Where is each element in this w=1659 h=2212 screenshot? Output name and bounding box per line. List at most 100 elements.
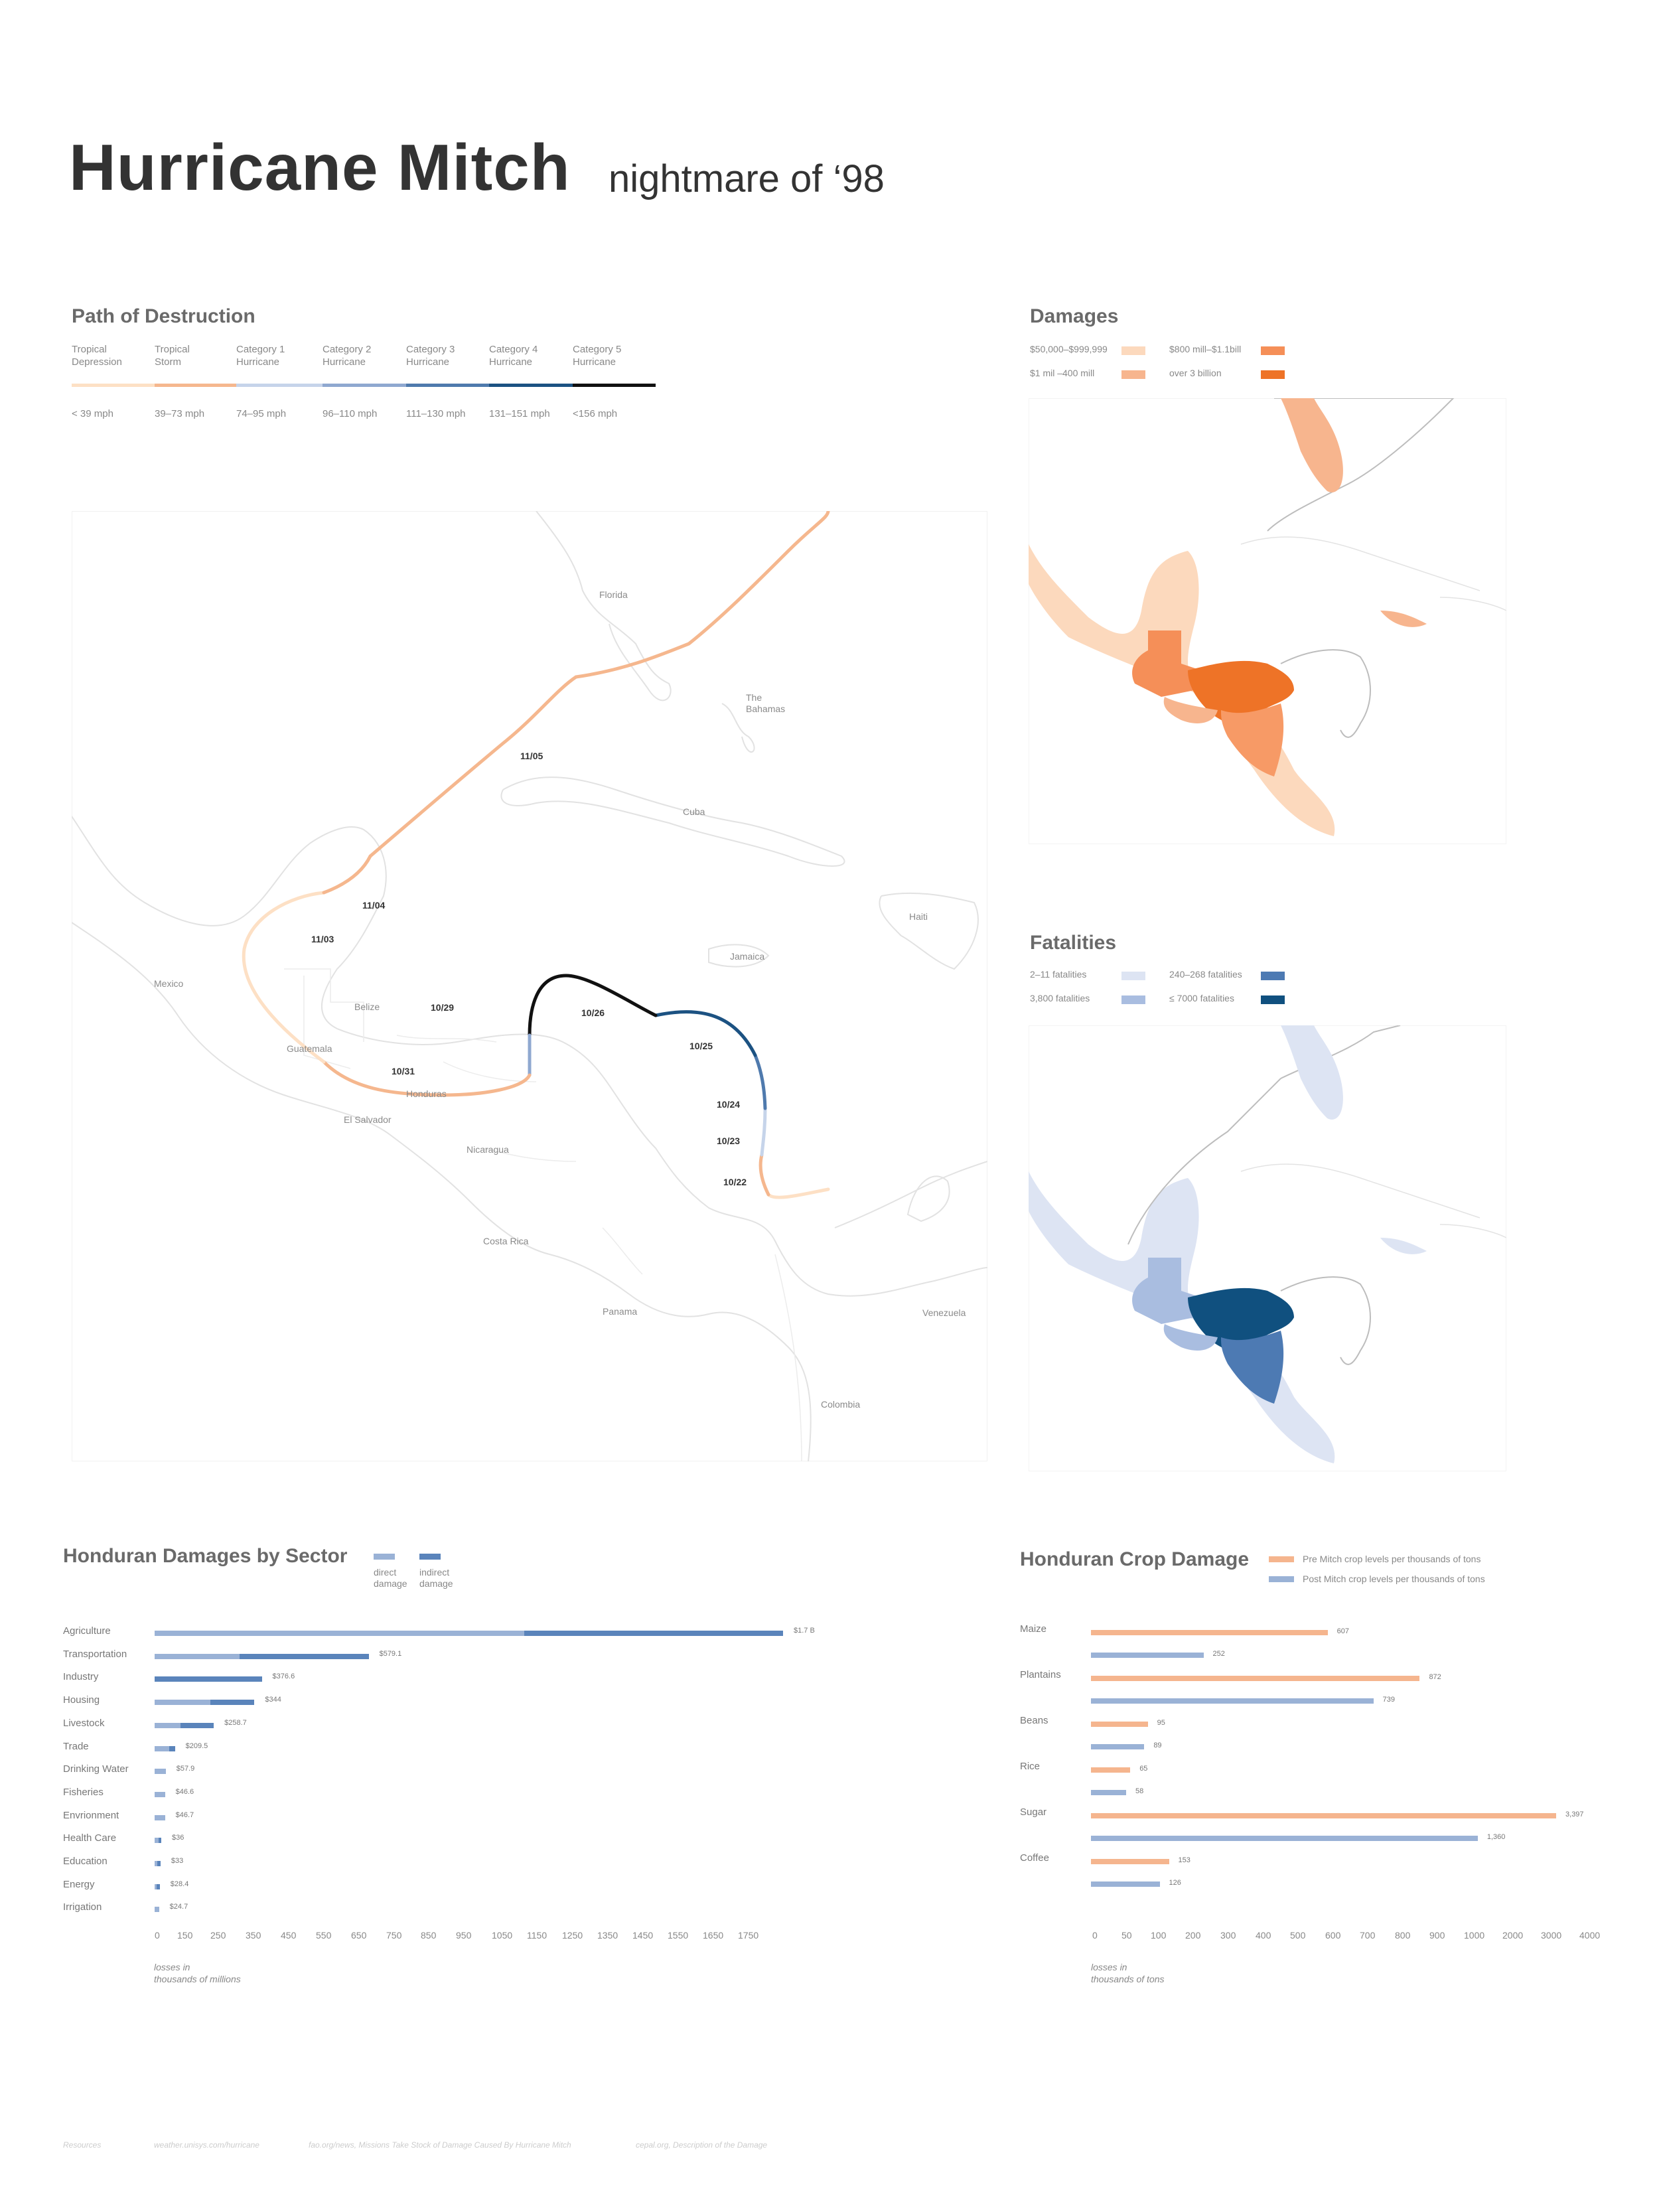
label-nicaragua: Nicaragua bbox=[467, 1144, 509, 1155]
crop-axis-tick: 900 bbox=[1429, 1930, 1445, 1941]
region-nicaragua bbox=[1221, 1331, 1284, 1404]
region-elsalvador bbox=[1163, 1324, 1218, 1351]
post-swatch bbox=[1269, 1576, 1294, 1582]
category-label-line1: Category 3 bbox=[406, 344, 455, 355]
sector-axis-tick: 1350 bbox=[597, 1930, 618, 1941]
crop-row-label: Sugar bbox=[1020, 1806, 1047, 1818]
storm-track-segment bbox=[242, 891, 326, 1064]
label-haiti: Haiti bbox=[909, 911, 928, 922]
pre-value-label: 607 bbox=[1336, 1627, 1349, 1635]
sector-axis-tick: 350 bbox=[246, 1930, 261, 1941]
storm-track-segment bbox=[322, 1060, 532, 1097]
category-speed: 111–130 mph bbox=[406, 408, 466, 419]
indirect-bar bbox=[155, 1722, 214, 1728]
date-1026: 10/26 bbox=[581, 1007, 605, 1018]
region-florida bbox=[1281, 1025, 1343, 1120]
pre-swatch bbox=[1269, 1556, 1294, 1562]
indirect-legend-2: damage bbox=[419, 1578, 453, 1589]
category-speed: 131–151 mph bbox=[489, 408, 550, 419]
damages-legend-swatch bbox=[1121, 346, 1145, 355]
crop-caption-1: losses in bbox=[1091, 1962, 1127, 1972]
pre-value-label: 153 bbox=[1178, 1856, 1190, 1864]
sector-row-label: Education bbox=[63, 1856, 108, 1867]
label-florida: Florida bbox=[599, 589, 628, 600]
category-color-bar bbox=[406, 384, 489, 387]
fatalities-legend-swatch bbox=[1121, 995, 1145, 1004]
crop-row-label: Rice bbox=[1020, 1761, 1041, 1772]
damages-map bbox=[1029, 398, 1506, 844]
direct-bar bbox=[155, 1814, 165, 1820]
pre-value-label: 872 bbox=[1429, 1673, 1441, 1681]
cuba-coast bbox=[500, 776, 845, 867]
region-jamaica bbox=[1380, 611, 1427, 627]
direct-bar bbox=[155, 1745, 170, 1751]
post-mitch-bar bbox=[1091, 1698, 1374, 1704]
sector-value-label: $46.6 bbox=[175, 1787, 194, 1796]
post-value-label: 126 bbox=[1169, 1879, 1181, 1887]
sector-value-label: $209.5 bbox=[185, 1741, 208, 1750]
label-elsalvador: El Salvador bbox=[344, 1114, 392, 1125]
category-label-line2: Depression bbox=[72, 356, 122, 368]
path-map bbox=[72, 511, 987, 1461]
crop-row-label: Beans bbox=[1020, 1715, 1048, 1726]
sector-axis-tick: 450 bbox=[281, 1930, 297, 1941]
category-label-line1: Category 2 bbox=[323, 344, 372, 355]
date-1024: 10/24 bbox=[717, 1099, 741, 1110]
label-bahamas-1: The bbox=[746, 692, 762, 703]
crop-axis-tick: 3000 bbox=[1541, 1930, 1562, 1941]
indirect-bar bbox=[155, 1676, 262, 1682]
hispaniola-coast bbox=[879, 892, 979, 970]
colombia-coast bbox=[834, 1161, 987, 1228]
crop-axis-tick: 500 bbox=[1290, 1930, 1306, 1941]
footer-source-1[interactable]: weather.unisys.com/hurricane bbox=[154, 2140, 259, 2150]
crop-axis-tick: 100 bbox=[1151, 1930, 1167, 1941]
category-speed: < 39 mph bbox=[72, 408, 113, 419]
region-honduras bbox=[1188, 1288, 1294, 1351]
damages-legend-swatch bbox=[1121, 370, 1145, 379]
crop-row-label: Coffee bbox=[1020, 1852, 1049, 1864]
storm-track-segment bbox=[766, 1187, 830, 1199]
post-mitch-bar bbox=[1091, 1744, 1145, 1749]
sector-value-label: $24.7 bbox=[169, 1903, 188, 1911]
florida-coast bbox=[536, 511, 672, 701]
footer-source-3[interactable]: cepal.org, Description of the Damage bbox=[636, 2140, 768, 2150]
post-mitch-bar bbox=[1091, 1790, 1127, 1795]
region-honduras bbox=[1188, 660, 1294, 724]
post-mitch-bar bbox=[1091, 1653, 1204, 1658]
pre-mitch-bar bbox=[1091, 1722, 1148, 1727]
date-1103: 11/03 bbox=[311, 934, 334, 944]
sector-row-label: Irrigation bbox=[63, 1901, 102, 1913]
map-frame bbox=[72, 511, 987, 1461]
category-label-line2: Hurricane bbox=[489, 356, 533, 368]
category-color-bar bbox=[155, 384, 236, 387]
border-belize-guatemala bbox=[284, 968, 364, 1042]
fatalities-legend-label: 3,800 fatalities bbox=[1030, 993, 1090, 1003]
pre-mitch-bar bbox=[1091, 1767, 1131, 1773]
label-costarica: Costa Rica bbox=[483, 1236, 529, 1246]
border-honduras-nicaragua bbox=[443, 1061, 537, 1082]
category-label-line1: Tropical bbox=[72, 344, 107, 355]
footer-resources: Resources bbox=[63, 2140, 102, 2150]
category-label-line2: Hurricane bbox=[573, 356, 616, 368]
direct-bar bbox=[155, 1700, 210, 1706]
post-legend: Post Mitch crop levels per thousands of … bbox=[1303, 1574, 1485, 1584]
fatalities-legend-label: 240–268 fatalities bbox=[1169, 969, 1242, 980]
crop-axis-tick: 0 bbox=[1092, 1930, 1098, 1941]
sector-row-label: Agriculture bbox=[63, 1625, 111, 1637]
crop-axis-tick: 800 bbox=[1395, 1930, 1411, 1941]
sector-value-label: $33 bbox=[171, 1857, 184, 1865]
category-label-line1: Tropical bbox=[155, 344, 190, 355]
border-colombia-venezuela bbox=[774, 1254, 802, 1461]
label-cuba: Cuba bbox=[683, 806, 705, 817]
pre-mitch-bar bbox=[1091, 1676, 1420, 1681]
fatalities-legend-label: ≤ 7000 fatalities bbox=[1169, 993, 1234, 1003]
footer-source-2[interactable]: fao.org/news, Missions Take Stock of Dam… bbox=[309, 2140, 571, 2150]
sector-value-label: $36 bbox=[172, 1834, 184, 1842]
label-panama: Panama bbox=[603, 1306, 638, 1317]
region-nicaragua bbox=[1221, 703, 1284, 776]
storm-track-segment bbox=[368, 675, 578, 858]
category-speed: 39–73 mph bbox=[155, 408, 205, 419]
sector-axis-tick: 950 bbox=[456, 1930, 472, 1941]
pre-mitch-bar bbox=[1091, 1859, 1169, 1864]
sector-row-label: Health Care bbox=[63, 1832, 117, 1844]
